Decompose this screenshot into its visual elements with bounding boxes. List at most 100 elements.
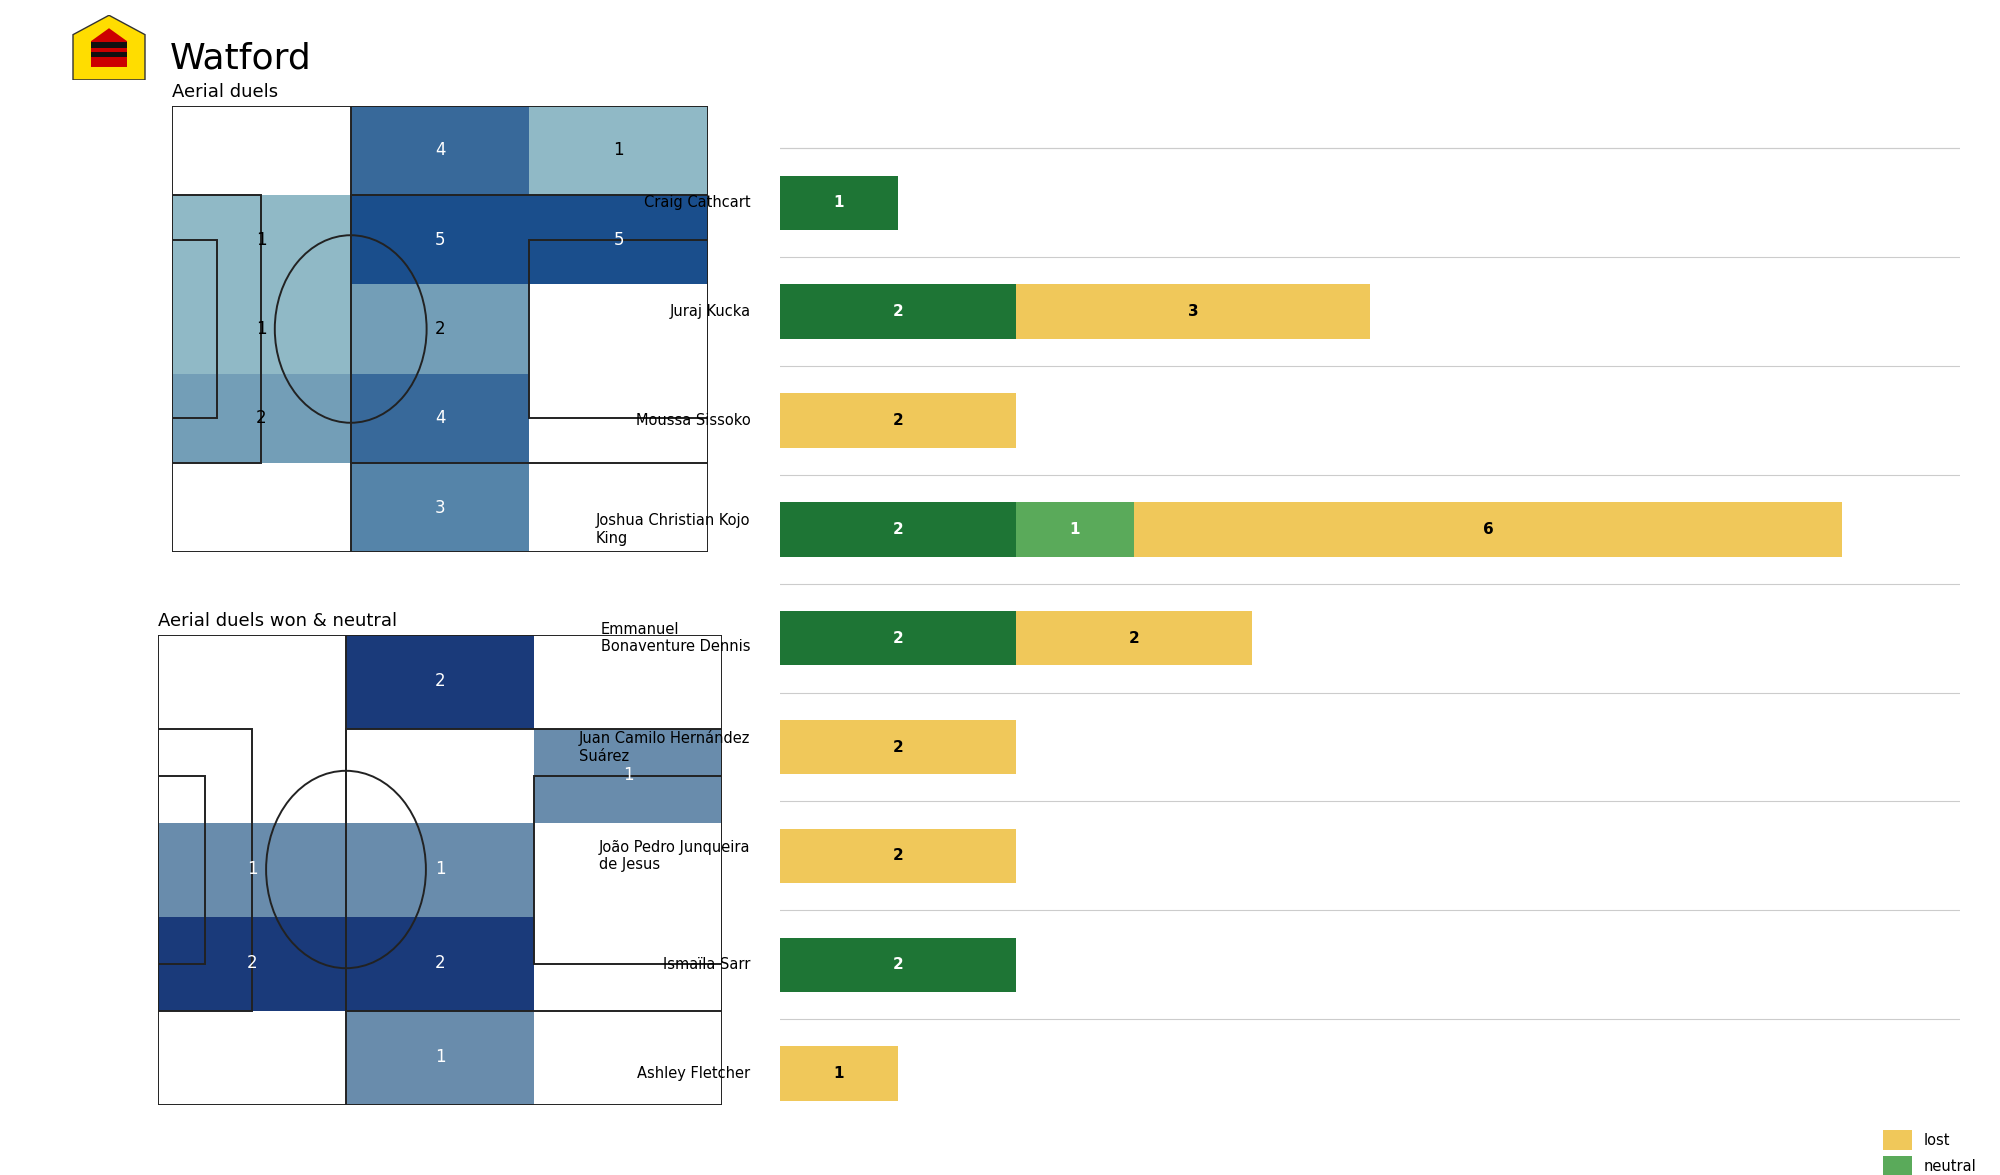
- Text: Emmanuel
Bonaventure Dennis: Emmanuel Bonaventure Dennis: [600, 622, 750, 654]
- Bar: [530, 463, 708, 552]
- Polygon shape: [92, 28, 128, 67]
- Text: 2: 2: [246, 954, 258, 973]
- Text: 3: 3: [434, 498, 446, 517]
- Polygon shape: [92, 42, 128, 47]
- Bar: [530, 106, 708, 195]
- Bar: [346, 634, 534, 728]
- Bar: [158, 822, 346, 917]
- Text: Craig Cathcart: Craig Cathcart: [644, 195, 750, 210]
- Bar: [350, 195, 708, 463]
- Bar: [534, 1010, 722, 1104]
- Text: 2: 2: [892, 631, 904, 646]
- Text: Watford: Watford: [170, 41, 312, 75]
- Polygon shape: [92, 52, 128, 58]
- Bar: [534, 728, 722, 822]
- Bar: [1016, 611, 1252, 665]
- Bar: [780, 1047, 898, 1101]
- Text: 1: 1: [256, 230, 266, 249]
- Bar: [158, 728, 252, 1010]
- Text: 2: 2: [892, 304, 904, 320]
- Polygon shape: [72, 15, 144, 80]
- Bar: [350, 374, 530, 463]
- Bar: [530, 284, 708, 374]
- Bar: [1134, 502, 1842, 557]
- Text: 1: 1: [256, 320, 266, 338]
- Text: Aerial duels: Aerial duels: [172, 83, 278, 101]
- Text: 1: 1: [614, 141, 624, 160]
- Text: 4: 4: [434, 409, 446, 428]
- Bar: [780, 720, 1016, 774]
- Bar: [172, 374, 350, 463]
- Text: 2: 2: [434, 672, 446, 691]
- Bar: [530, 374, 708, 463]
- Text: 2: 2: [892, 848, 904, 864]
- Text: Aerial duels won & neutral: Aerial duels won & neutral: [158, 612, 398, 630]
- Bar: [1016, 284, 1370, 338]
- Bar: [172, 195, 350, 284]
- Text: 2: 2: [892, 739, 904, 754]
- Text: 2: 2: [434, 954, 446, 973]
- Text: 6: 6: [1482, 522, 1494, 537]
- Bar: [172, 195, 262, 463]
- Bar: [172, 106, 350, 195]
- Bar: [346, 916, 534, 1010]
- Text: Joshua Christian Kojo
King: Joshua Christian Kojo King: [596, 513, 750, 545]
- Bar: [534, 822, 722, 917]
- Text: 1: 1: [1070, 522, 1080, 537]
- Bar: [534, 916, 722, 1010]
- Bar: [158, 1010, 346, 1104]
- Text: 2: 2: [892, 522, 904, 537]
- Text: 5: 5: [434, 230, 446, 249]
- Text: 5: 5: [614, 230, 624, 249]
- Text: 1: 1: [834, 195, 844, 210]
- Bar: [780, 284, 1016, 338]
- Text: Ismaïla Sarr: Ismaïla Sarr: [664, 958, 750, 972]
- Bar: [530, 240, 708, 418]
- Text: Juan Camilo Hernández
Suárez: Juan Camilo Hernández Suárez: [580, 731, 750, 764]
- Bar: [172, 284, 350, 374]
- Bar: [346, 728, 722, 1010]
- Text: 3: 3: [1188, 304, 1198, 320]
- Bar: [346, 1010, 534, 1104]
- Legend: lost, neutral, won: lost, neutral, won: [1882, 1130, 1976, 1175]
- Bar: [780, 394, 1016, 448]
- Bar: [350, 106, 530, 195]
- Text: 1: 1: [246, 860, 258, 879]
- Text: João Pedro Junqueira
de Jesus: João Pedro Junqueira de Jesus: [600, 840, 750, 872]
- Text: 2: 2: [892, 958, 904, 972]
- Text: 1: 1: [834, 1066, 844, 1081]
- Bar: [780, 502, 1016, 557]
- Bar: [1016, 502, 1134, 557]
- Text: 1: 1: [434, 860, 446, 879]
- Text: 2: 2: [434, 320, 446, 338]
- Text: 4: 4: [434, 141, 446, 160]
- Bar: [158, 728, 346, 822]
- Bar: [350, 463, 530, 552]
- Text: 2: 2: [1128, 631, 1140, 646]
- Bar: [350, 195, 530, 284]
- Bar: [534, 776, 722, 963]
- Bar: [708, 267, 734, 391]
- Bar: [722, 804, 750, 935]
- Bar: [780, 938, 1016, 992]
- Bar: [158, 916, 346, 1010]
- Text: 1: 1: [434, 1048, 446, 1067]
- Text: 2: 2: [256, 409, 266, 428]
- Text: 2: 2: [892, 414, 904, 428]
- Text: Ashley Fletcher: Ashley Fletcher: [638, 1066, 750, 1081]
- Bar: [350, 284, 530, 374]
- Bar: [158, 634, 346, 728]
- Bar: [780, 175, 898, 230]
- Text: Moussa Sissoko: Moussa Sissoko: [636, 414, 750, 428]
- Text: 1: 1: [622, 766, 634, 785]
- Bar: [534, 634, 722, 728]
- Bar: [780, 828, 1016, 884]
- Bar: [346, 728, 534, 822]
- Bar: [530, 195, 708, 284]
- Bar: [158, 776, 204, 963]
- Text: Juraj Kucka: Juraj Kucka: [670, 304, 750, 320]
- Bar: [172, 240, 216, 418]
- Bar: [780, 611, 1016, 665]
- Bar: [346, 822, 534, 917]
- Bar: [172, 463, 350, 552]
